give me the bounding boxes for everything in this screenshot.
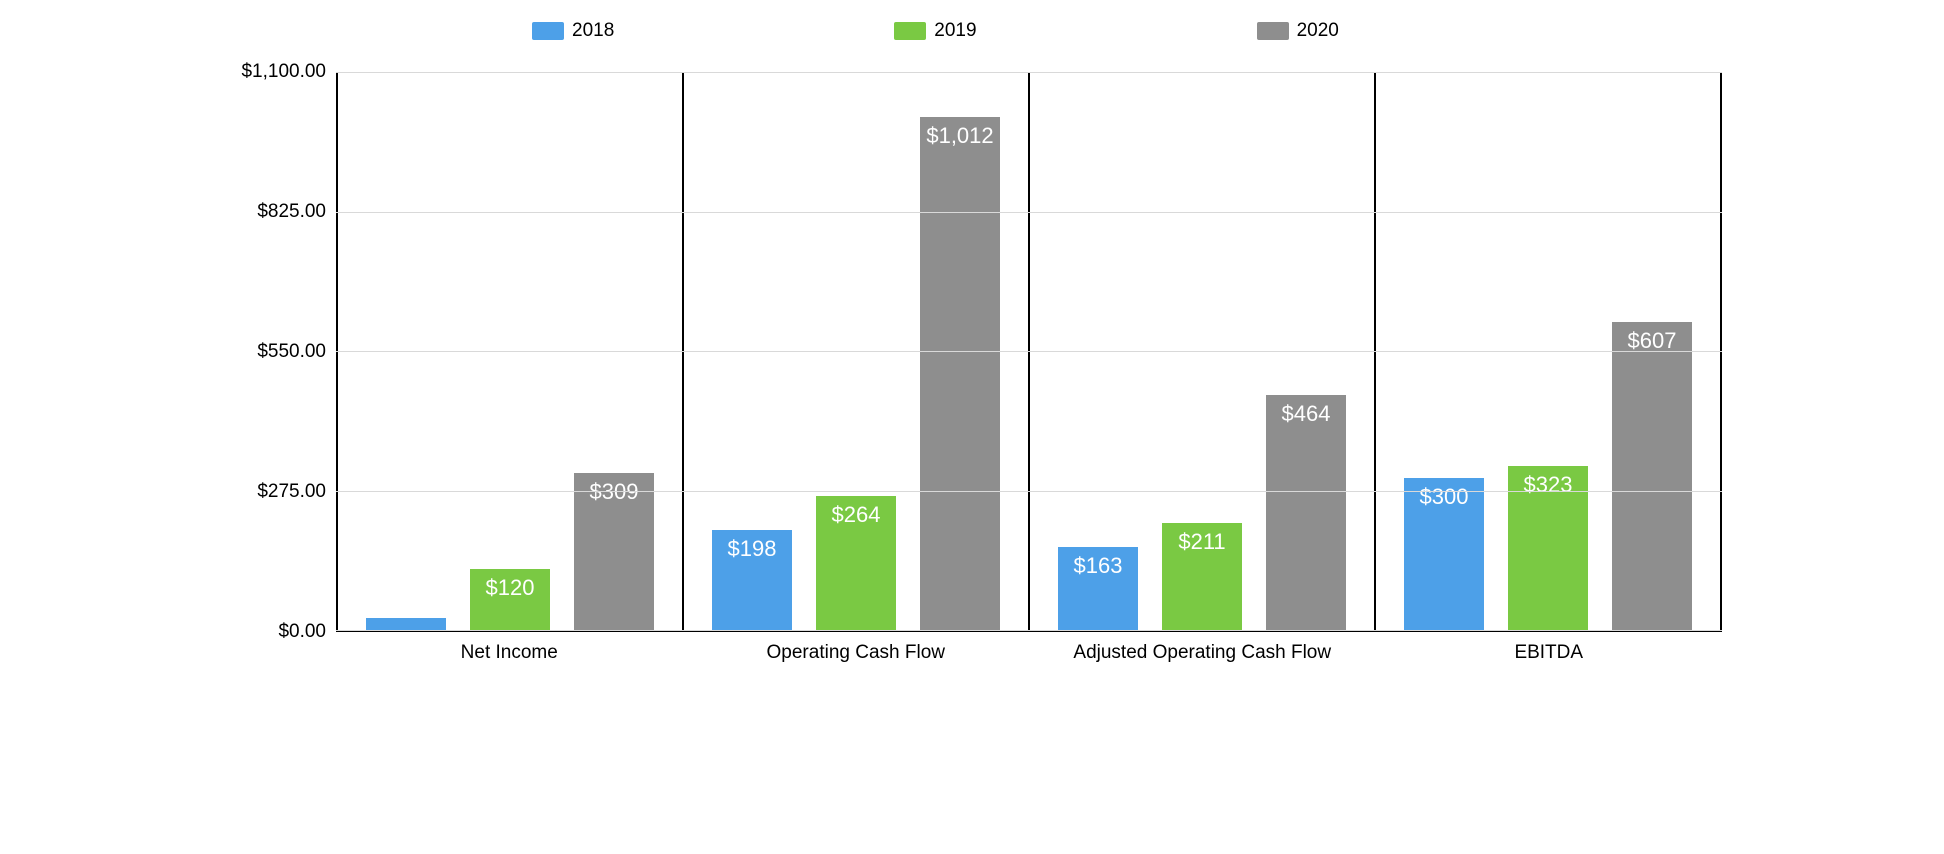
legend-label-2019: 2019 — [934, 20, 976, 42]
y-tick-label: $275.00 — [257, 481, 326, 503]
legend-item-2018: 2018 — [532, 20, 614, 42]
legend-item-2019: 2019 — [894, 20, 976, 42]
bar — [366, 618, 446, 630]
y-tick-label: $1,100.00 — [241, 61, 326, 83]
chart-body: $0.00$275.00$550.00$825.00$1,100.00 $120… — [222, 72, 1722, 632]
bar: $198 — [712, 530, 792, 630]
bar-value-label: $264 — [832, 502, 881, 528]
bar: $120 — [470, 569, 550, 630]
gridline — [336, 630, 1722, 631]
bar-value-label: $323 — [1524, 472, 1573, 498]
y-axis: $0.00$275.00$550.00$825.00$1,100.00 — [222, 72, 336, 632]
bar: $300 — [1404, 478, 1484, 630]
x-category-label: Net Income — [336, 642, 683, 664]
gridline — [336, 212, 1722, 213]
gridline — [336, 491, 1722, 492]
financial-bar-chart: 2018 2019 2020 $0.00 $275.00 $550.00 $825.0… — [222, 20, 1722, 664]
legend: 2018 2019 2020 — [222, 20, 1722, 42]
legend-swatch-2019 — [894, 22, 926, 40]
bar-value-label: $309 — [590, 479, 639, 505]
plot-area: $120 $309 $198 $264 $1,012 $163 $211 $464 $300 $3… — [336, 72, 1722, 632]
bar: $264 — [816, 496, 896, 630]
legend-label-2020: 2020 — [1297, 20, 1339, 42]
x-category-label: Operating Cash Flow — [683, 642, 1030, 664]
y-tick-label: $825.00 — [257, 201, 326, 223]
bar-value-label: $163 — [1074, 553, 1123, 579]
bar-value-label: $211 — [1178, 529, 1225, 555]
y-tick-label: $550.00 — [257, 341, 326, 363]
gridline — [336, 351, 1722, 352]
bar-value-label: $464 — [1282, 401, 1331, 427]
bar-value-label: $1,012 — [926, 123, 993, 149]
gridline — [336, 72, 1722, 73]
x-axis: Net IncomeOperating Cash FlowAdjusted Op… — [222, 642, 1722, 664]
bar: $1,012 — [920, 117, 1000, 630]
bar-value-label: $120 — [486, 575, 535, 601]
y-tick-label: $0.00 — [278, 621, 326, 643]
bar-value-label: $300 — [1420, 484, 1469, 510]
bar-value-label: $198 — [728, 536, 777, 562]
bar: $211 — [1162, 523, 1242, 630]
legend-label-2018: 2018 — [572, 20, 614, 42]
legend-swatch-2020 — [1257, 22, 1289, 40]
x-category-label: Adjusted Operating Cash Flow — [1029, 642, 1376, 664]
legend-item-2020: 2020 — [1257, 20, 1339, 42]
x-category-label: EBITDA — [1376, 642, 1723, 664]
bar: $464 — [1266, 395, 1346, 630]
bar: $309 — [574, 473, 654, 630]
bar: $607 — [1612, 322, 1692, 630]
bar: $163 — [1058, 547, 1138, 630]
legend-swatch-2018 — [532, 22, 564, 40]
